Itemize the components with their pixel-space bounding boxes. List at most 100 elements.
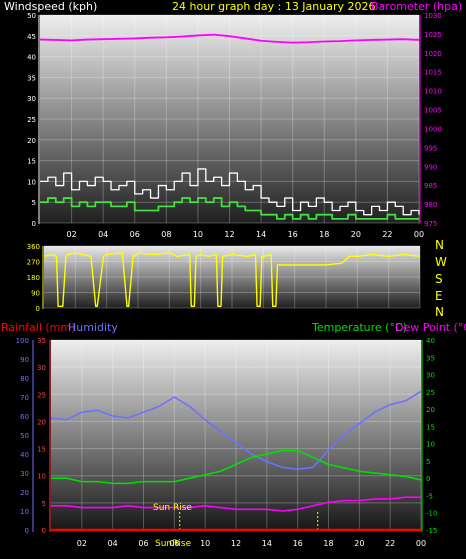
temperature-tick-label: 15 [426,423,435,431]
windspeed-tick-label: 15 [27,158,36,166]
hour-tick-label: 00 [414,230,424,239]
barometer-tick-label: 1025 [424,31,442,39]
barometer-axis-label: Barometer (hpa) [371,0,462,13]
temperature-humidity-panel: 0 5 10 15 20 25 30 35 0 10 20 30 40 50 60 70 80 90 100 -1… [1,321,466,549]
temperature-line [51,449,422,485]
humidity-axis-label: Humidity [68,321,118,334]
barometer-tick-label: 980 [424,201,437,209]
windspeed-tick-label: 50 [27,12,36,20]
temperature-tick-label: 20 [426,406,435,414]
temperature-tick-label: -5 [426,492,433,500]
humidity-line [50,390,422,471]
sunrise-axis-marker: SunRise [155,539,192,549]
hour-tick-label: 18 [319,230,329,239]
windspeed-tick-label: 20 [27,137,36,145]
temperature-tick-label: 10 [426,441,435,449]
barometer-tick-label: 1030 [424,12,442,20]
humidity-tick-label: 0 [25,527,29,535]
hour-tick-label: 18 [323,539,333,548]
windspeed-tick-label: 40 [27,54,36,62]
barometer-tick-label: 1010 [424,88,442,96]
hour-tick-label: 02 [66,230,76,239]
sun-rise-label: Sun Rise [153,503,192,513]
hour-tick-label: 04 [108,539,118,548]
temperature-tick-label: -15 [426,527,437,535]
humidity-tick-label: 70 [20,394,29,402]
rainfall-tick-label: 20 [37,418,46,426]
direction-tick-label: 270 [27,259,40,267]
humidity-tick-label: 90 [20,356,29,364]
barometer-tick-label: 1015 [424,69,442,77]
compass-n-bottom: N [435,305,444,319]
humidity-tick-label: 40 [20,451,29,459]
hour-tick-label: 10 [193,230,203,239]
hour-tick-label: 08 [169,539,179,548]
hour-tick-label: 14 [262,539,272,548]
hour-tick-label: 04 [98,230,108,239]
rainfall-tick-label: 25 [37,391,46,399]
hour-tick-label: 14 [256,230,266,239]
hour-tick-label: 16 [288,230,298,239]
direction-tick-label: 90 [31,290,40,298]
direction-tick-label: 180 [27,274,40,282]
temperature-axis-label: Temperature (°C) [311,321,407,334]
windspeed-tick-label: 35 [27,74,36,82]
hour-tick-label: 02 [77,539,87,548]
barometer-tick-label: 985 [424,182,437,190]
wind-plot-area [40,15,419,223]
windspeed-tick-label: 30 [27,95,36,103]
rainfall-tick-label: 15 [37,446,46,454]
hour-tick-label: 22 [382,230,392,239]
hour-tick-label: 06 [138,539,148,548]
barometer-tick-label: 1000 [424,125,442,133]
temperature-tick-label: -10 [426,510,437,518]
hour-tick-label: 20 [354,539,364,548]
compass-s: S [435,272,443,286]
humidity-tick-label: 50 [20,432,29,440]
rainfall-tick-label: 30 [37,364,46,372]
humidity-tick-label: 20 [20,489,29,497]
hour-tick-label: 12 [224,230,234,239]
windspeed-max-line [40,168,420,216]
temp-plot-area [51,340,421,530]
rainfall-axis-label: Rainfall (mm) [1,321,75,334]
temperature-tick-label: 0 [426,475,430,483]
humidity-tick-label: 100 [16,337,29,345]
temperature-tick-label: 5 [426,458,430,466]
hour-tick-label: 22 [385,539,395,548]
wind-direction-panel: 0 90 180 270 360 N W S E N [27,238,447,319]
compass-w: W [435,255,447,269]
barometer-line [39,33,420,44]
windspeed-axis-label: Windspeed (kph) [4,0,97,13]
barometer-tick-label: 995 [424,144,437,152]
hour-tick-label: 06 [130,230,140,239]
barometer-tick-label: 1005 [424,107,442,115]
humidity-tick-label: 80 [20,375,29,383]
windspeed-tick-label: 45 [27,33,36,41]
hour-tick-label: 16 [293,539,303,548]
windspeed-avg-line [40,197,419,220]
windspeed-tick-label: 25 [27,116,36,124]
barometer-tick-label: 990 [424,163,437,171]
windspeed-tick-label: 5 [32,199,36,207]
barometer-tick-label: 1020 [424,50,442,58]
temperature-tick-label: 40 [426,337,435,345]
humidity-tick-label: 10 [20,508,29,516]
rainfall-tick-label: 5 [42,500,46,508]
temperature-tick-label: 25 [426,389,435,397]
graph-title: 24 hour graph day : 13 January 2026 [172,0,376,13]
humidity-tick-label: 60 [20,413,29,421]
humidity-tick-label: 30 [20,470,29,478]
dewpoint-line [51,496,421,512]
direction-tick-label: 360 [27,243,40,251]
barometer-tick-label: 975 [424,220,437,228]
hour-tick-label: 20 [351,230,361,239]
hour-tick-label: 00 [416,539,426,548]
direction-tick-label: 0 [36,305,40,313]
compass-e: E [435,289,443,303]
temperature-tick-label: 35 [426,354,435,362]
hour-tick-label: 10 [200,539,210,548]
hour-tick-label: 12 [231,539,241,548]
